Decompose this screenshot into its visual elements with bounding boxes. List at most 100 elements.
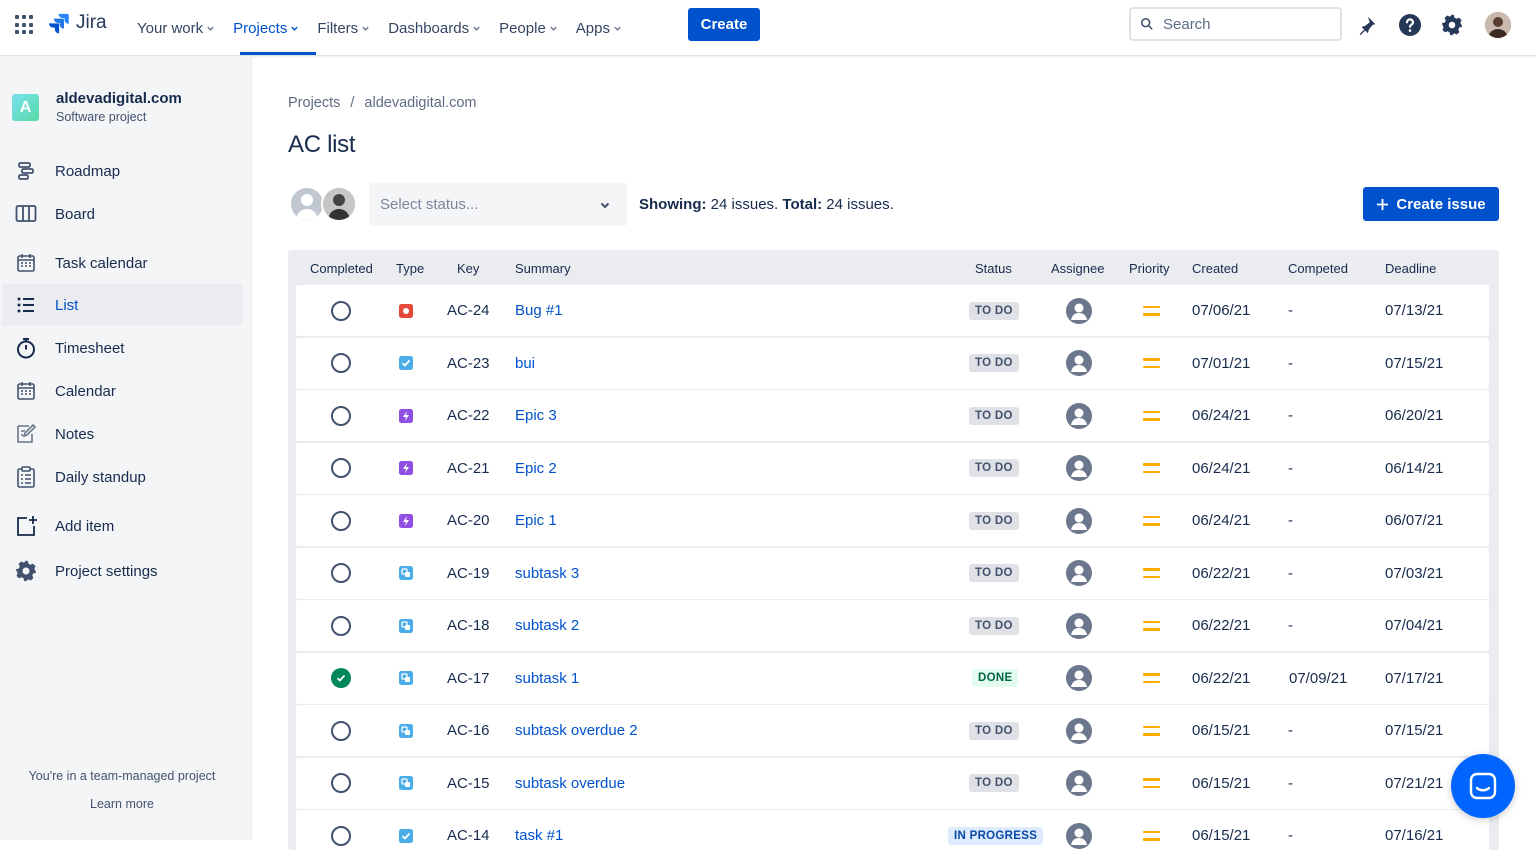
table-row[interactable]: AC-22 Epic 3 TO DO 06/24/21 - 06/20/21	[296, 390, 1489, 441]
issue-key[interactable]: AC-24	[447, 302, 490, 319]
chat-support-button[interactable]	[1451, 754, 1515, 818]
sidebar-item-timesheet[interactable]: Timesheet	[2, 327, 242, 369]
completed-checkbox[interactable]	[331, 510, 351, 531]
status-lozenge[interactable]: TO DO	[969, 406, 1019, 425]
sidebar-item-roadmap[interactable]: Roadmap	[2, 150, 242, 192]
priority-medium-icon[interactable]	[1143, 568, 1160, 578]
create-button[interactable]: Create	[688, 8, 760, 41]
header-key[interactable]: Key	[457, 261, 480, 276]
priority-medium-icon[interactable]	[1143, 830, 1160, 841]
sidebar-item-notes[interactable]: Notes	[2, 413, 242, 455]
learn-more-link[interactable]: Learn more	[90, 797, 154, 811]
issue-summary[interactable]: Epic 3	[515, 407, 557, 424]
header-completed-date[interactable]: Competed	[1288, 261, 1348, 276]
unassigned-avatar[interactable]	[289, 186, 325, 222]
completed-checkbox[interactable]	[331, 720, 351, 741]
table-row[interactable]: AC-14 task #1 IN PROGRESS 06/15/21 - 07/16/21	[296, 810, 1489, 861]
completed-checkbox[interactable]	[331, 405, 351, 426]
issue-summary[interactable]: subtask 3	[515, 564, 580, 582]
issue-summary[interactable]: subtask 1	[515, 669, 580, 687]
header-deadline[interactable]: Deadline	[1385, 261, 1437, 276]
priority-medium-icon[interactable]	[1143, 778, 1160, 788]
table-row[interactable]: AC-21 Epic 2 TO DO 06/24/21 - 06/14/21	[296, 442, 1489, 494]
priority-medium-icon[interactable]	[1143, 673, 1160, 683]
issue-key[interactable]: AC-19	[447, 564, 490, 582]
header-priority[interactable]: Priority	[1129, 261, 1170, 276]
project-avatar[interactable]: A	[12, 94, 39, 121]
priority-medium-icon[interactable]	[1143, 725, 1160, 736]
settings-gear-icon[interactable]	[1439, 12, 1465, 38]
unassigned-avatar-icon[interactable]	[1066, 507, 1092, 534]
sidebar-item-list[interactable]: List	[2, 284, 242, 326]
sidebar-item-calendar[interactable]: Calendar	[2, 370, 242, 412]
completed-checkbox[interactable]	[331, 458, 351, 478]
status-lozenge[interactable]: TO DO	[969, 459, 1019, 477]
sidebar-item-project-settings[interactable]: Project settings	[2, 550, 242, 592]
unassigned-avatar-icon[interactable]	[1066, 297, 1092, 324]
status-lozenge[interactable]: TO DO	[969, 721, 1019, 740]
header-completed[interactable]: Completed	[310, 261, 373, 276]
unassigned-avatar-icon[interactable]	[1066, 717, 1092, 744]
app-switcher-icon[interactable]	[15, 15, 35, 35]
completed-check-icon[interactable]	[331, 668, 351, 688]
header-status[interactable]: Status	[975, 261, 1012, 276]
issue-key[interactable]: AC-15	[447, 774, 490, 792]
unassigned-avatar-icon[interactable]	[1066, 770, 1092, 796]
completed-checkbox[interactable]	[331, 825, 351, 846]
table-row[interactable]: AC-15 subtask overdue TO DO 06/15/21 - 07/21/…	[296, 757, 1489, 809]
sidebar-item-daily-standup[interactable]: Daily standup	[2, 456, 242, 498]
sidebar-item-task-calendar[interactable]: Task calendar	[2, 242, 242, 284]
help-icon[interactable]	[1397, 12, 1423, 38]
status-select[interactable]: Select status...	[369, 183, 627, 226]
nav-projects[interactable]: Projects	[224, 0, 308, 56]
issue-summary[interactable]: bui	[515, 354, 536, 372]
sidebar-item-board[interactable]: Board	[2, 193, 242, 235]
user-filter-avatar[interactable]	[321, 186, 357, 222]
completed-checkbox[interactable]	[331, 563, 351, 583]
issue-summary[interactable]: task #1	[515, 827, 564, 844]
nav-dashboards[interactable]: Dashboards	[379, 0, 490, 56]
table-row[interactable]: AC-19 subtask 3 TO DO 06/22/21 - 07/03/21	[296, 547, 1489, 599]
header-created[interactable]: Created	[1192, 261, 1239, 276]
issue-summary[interactable]: subtask overdue	[515, 774, 626, 792]
issue-key[interactable]: AC-20	[447, 512, 490, 529]
issue-key[interactable]: AC-14	[447, 827, 490, 844]
status-lozenge[interactable]: TO DO	[969, 511, 1019, 530]
issue-summary[interactable]: subtask overdue 2	[515, 722, 638, 739]
priority-medium-icon[interactable]	[1143, 358, 1160, 368]
priority-medium-icon[interactable]	[1143, 515, 1160, 526]
user-avatar[interactable]	[1485, 12, 1511, 38]
status-lozenge[interactable]: TO DO	[969, 354, 1019, 372]
priority-medium-icon[interactable]	[1143, 305, 1160, 316]
sidebar-item-add-item[interactable]: Add item	[2, 505, 242, 547]
issue-key[interactable]: AC-16	[447, 722, 490, 739]
issue-key[interactable]: AC-23	[447, 354, 490, 372]
issue-key[interactable]: AC-17	[447, 669, 490, 687]
priority-medium-icon[interactable]	[1143, 620, 1160, 631]
table-row[interactable]: AC-20 Epic 1 TO DO 06/24/21 - 06/07/21	[296, 495, 1489, 546]
completed-checkbox[interactable]	[331, 300, 351, 321]
unassigned-avatar-icon[interactable]	[1066, 612, 1092, 639]
table-row[interactable]: AC-16 subtask overdue 2 TO DO 06/15/21 - 07/1…	[296, 705, 1489, 756]
nav-filters[interactable]: Filters	[308, 0, 379, 56]
status-lozenge[interactable]: IN PROGRESS	[948, 826, 1044, 845]
completed-checkbox[interactable]	[331, 615, 351, 636]
unassigned-avatar-icon[interactable]	[1066, 822, 1092, 849]
status-lozenge[interactable]: TO DO	[969, 301, 1019, 320]
nav-people[interactable]: People	[490, 0, 567, 56]
table-row[interactable]: AC-18 subtask 2 TO DO 06/22/21 - 07/04/21	[296, 600, 1489, 651]
priority-medium-icon[interactable]	[1143, 410, 1160, 421]
table-row[interactable]: AC-17 subtask 1 DONE 06/22/21 07/09/21 07/17/…	[296, 652, 1489, 704]
nav-apps[interactable]: Apps	[567, 0, 631, 56]
notifications-icon[interactable]	[1354, 12, 1380, 38]
breadcrumb-projects[interactable]: Projects	[288, 95, 341, 111]
table-row[interactable]: AC-24 Bug #1 TO DO 07/06/21 - 07/13/21	[296, 285, 1489, 336]
breadcrumb-project[interactable]: aldevadigital.com	[364, 95, 477, 111]
issue-summary[interactable]: subtask 2	[515, 617, 580, 634]
issue-summary[interactable]: Epic 2	[515, 459, 557, 477]
issue-summary[interactable]: Epic 1	[515, 512, 557, 529]
jira-logo[interactable]: Jira	[48, 12, 107, 34]
create-issue-button[interactable]: Create issue	[1363, 187, 1499, 221]
unassigned-avatar-icon[interactable]	[1066, 402, 1092, 429]
priority-medium-icon[interactable]	[1143, 463, 1160, 473]
